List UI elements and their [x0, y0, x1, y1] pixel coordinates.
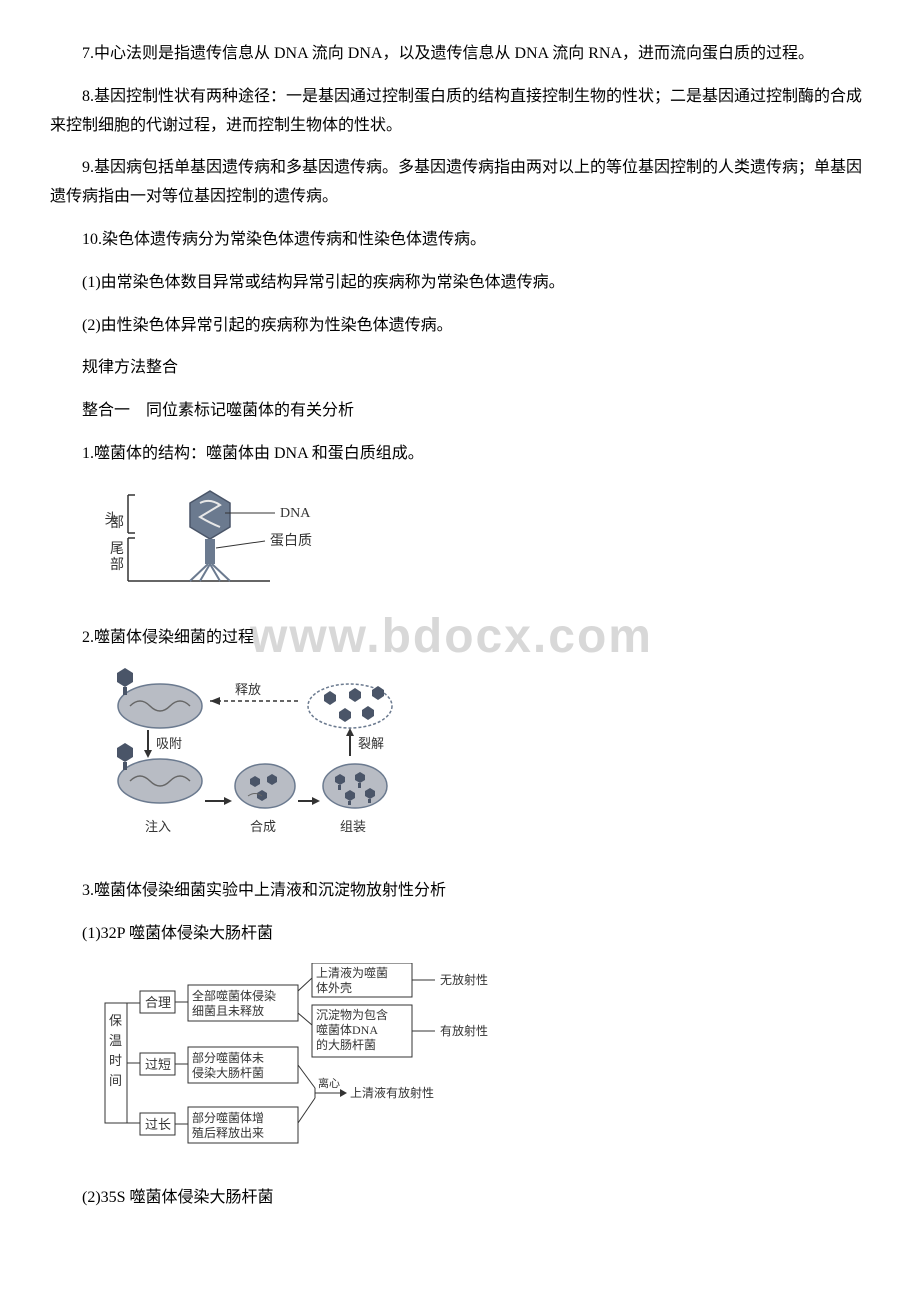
paragraph-10-sub2: (2)由性染色体异常引起的疾病称为性染色体遗传病。 — [50, 312, 870, 341]
diagram-infection-process: 释放 吸附 — [100, 666, 870, 857]
item-2: 2.噬菌体侵染细菌的过程 — [50, 624, 870, 653]
svg-text:全部噬菌体侵染: 全部噬菌体侵染 — [192, 988, 276, 1003]
label-dna: DNA — [280, 506, 311, 521]
svg-text:时: 时 — [109, 1053, 122, 1068]
paragraph-7: 7.中心法则是指遗传信息从 DNA 流向 DNA，以及遗传信息从 DNA 流向 … — [50, 40, 870, 69]
svg-text:部分噬菌体未: 部分噬菌体未 — [192, 1050, 264, 1065]
svg-text:的大肠杆菌: 的大肠杆菌 — [316, 1037, 376, 1052]
svg-text:体外壳: 体外壳 — [316, 981, 352, 995]
paragraph-10: 10.染色体遗传病分为常染色体遗传病和性染色体遗传病。 — [50, 226, 870, 255]
svg-text:细菌且未释放: 细菌且未释放 — [192, 1003, 264, 1018]
svg-text:上清液为噬菌: 上清液为噬菌 — [316, 965, 388, 980]
label-assembly: 组装 — [340, 819, 366, 834]
section-title-1: 规律方法整合 — [50, 354, 870, 383]
label-lysis: 裂解 — [358, 736, 384, 751]
item-1: 1.噬菌体的结构：噬菌体由 DNA 和蛋白质组成。 — [50, 440, 870, 469]
label-tail: 尾 — [110, 542, 124, 557]
section-title-2: 整合一 同位素标记噬菌体的有关分析 — [50, 397, 870, 426]
label-release: 释放 — [235, 682, 261, 697]
label-row2: 过短 — [145, 1057, 171, 1072]
label-protein: 蛋白质 — [270, 533, 312, 549]
svg-text:侵染大肠杆菌: 侵染大肠杆菌 — [192, 1065, 264, 1080]
label-head-2: 部 — [110, 515, 124, 531]
item-3-sub2: (2)35S 噬菌体侵染大肠杆菌 — [50, 1184, 870, 1213]
label-has-radio: 有放射性 — [440, 1023, 488, 1038]
label-supernatant-radio: 上清液有放射性 — [350, 1085, 434, 1100]
svg-text:部分噬菌体增: 部分噬菌体增 — [192, 1110, 264, 1125]
label-inject: 注入 — [145, 819, 171, 834]
document-content: 7.中心法则是指遗传信息从 DNA 流向 DNA，以及遗传信息从 DNA 流向 … — [50, 40, 870, 1212]
item-3-sub1: (1)32P 噬菌体侵染大肠杆菌 — [50, 920, 870, 949]
svg-text:保: 保 — [109, 1013, 122, 1028]
diagram-phage-structure: 头 部 尾 部 — [100, 483, 870, 604]
diagram-radioactivity-analysis: 保 温 时 间 合理 全部噬菌体侵染 细菌且未释放 上 — [100, 963, 870, 1164]
svg-text:沉淀物为包含: 沉淀物为包含 — [316, 1007, 388, 1022]
paragraph-9: 9.基因病包括单基因遗传病和多基因遗传病。多基因遗传病指由两对以上的等位基因控制… — [50, 154, 870, 212]
label-row3: 过长 — [145, 1117, 171, 1132]
paragraph-8: 8.基因控制性状有两种途径：一是基因通过控制蛋白质的结构直接控制生物的性状；二是… — [50, 83, 870, 141]
label-row1: 合理 — [145, 995, 171, 1010]
label-synthesis: 合成 — [250, 819, 276, 834]
svg-text:温: 温 — [109, 1033, 122, 1048]
item-3: 3.噬菌体侵染细菌实验中上清液和沉淀物放射性分析 — [50, 877, 870, 906]
label-tail-2: 部 — [110, 557, 124, 573]
paragraph-10-sub1: (1)由常染色体数目异常或结构异常引起的疾病称为常染色体遗传病。 — [50, 269, 870, 298]
svg-text:间: 间 — [109, 1073, 122, 1088]
svg-text:噬菌体DNA: 噬菌体DNA — [316, 1022, 378, 1037]
label-centrifuge: 离心 — [318, 1076, 340, 1090]
svg-text:殖后释放出来: 殖后释放出来 — [192, 1125, 264, 1140]
label-attach: 吸附 — [156, 736, 182, 751]
label-no-radio: 无放射性 — [440, 972, 488, 987]
